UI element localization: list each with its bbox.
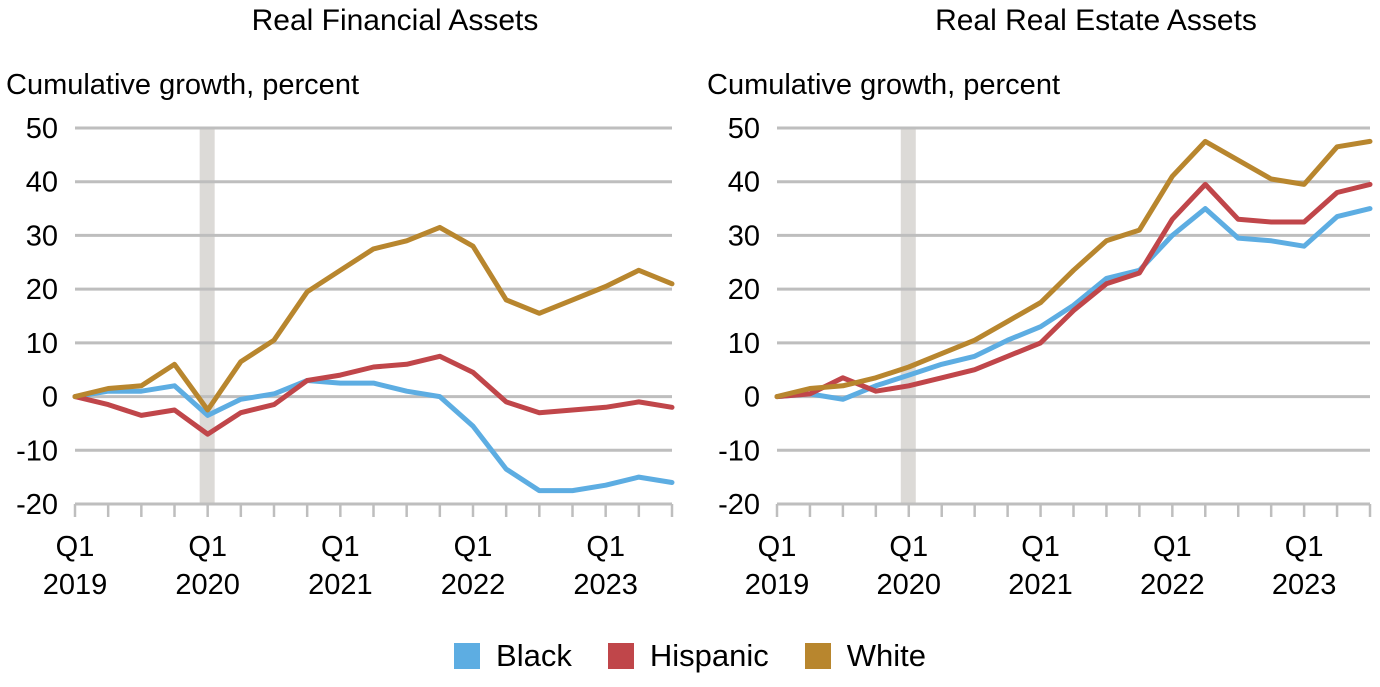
y-tick-label: 40 — [26, 167, 58, 199]
x-tick-label-year: 2022 — [441, 569, 506, 601]
series-line-hispanic — [72, 353, 675, 437]
y-tick-label: 50 — [26, 113, 58, 145]
x-tick-label-quarter: Q1 — [321, 531, 360, 563]
x-tick-label-year: 2020 — [877, 569, 942, 601]
y-tick-label: -10 — [16, 435, 58, 467]
y-tick-label: -20 — [16, 489, 58, 521]
series-line-black — [72, 378, 675, 494]
x-tick-label-year: 2021 — [308, 569, 373, 601]
recession-shading — [900, 128, 916, 504]
y-axis-label: Cumulative growth, percent — [6, 69, 359, 101]
legend-swatch-white — [804, 643, 831, 669]
chart-title: Real Financial Assets — [252, 4, 539, 37]
legend-label-black: Black — [496, 638, 572, 673]
financial-assets-chart: Real Financial Assets Cumulative growth, … — [6, 4, 675, 601]
y-tick-label: 20 — [728, 274, 760, 306]
y-tick-label: 0 — [42, 382, 58, 414]
x-tick-label-year: 2020 — [175, 569, 240, 601]
legend-item-black: Black — [454, 638, 572, 674]
x-tick-label-year: 2022 — [1140, 569, 1205, 601]
legend-swatch-hispanic — [607, 643, 634, 669]
x-tick-label-quarter: Q1 — [1021, 531, 1060, 563]
y-tick-label: 30 — [26, 220, 58, 252]
x-tick-label-quarter: Q1 — [889, 531, 928, 563]
y-tick-label: 10 — [26, 328, 58, 360]
legend-item-white: White — [804, 638, 926, 674]
real-estate-assets-chart: Real Real Estate Assets Cumulative growth… — [707, 4, 1373, 601]
recession-shading — [199, 128, 215, 504]
legend-item-hispanic: Hispanic — [607, 638, 769, 674]
legend-label-white: White — [846, 638, 926, 673]
x-tick-label-quarter: Q1 — [1285, 531, 1324, 563]
x-tick-label-quarter: Q1 — [188, 531, 227, 563]
x-tick-label-year: 2019 — [43, 569, 108, 601]
series-line-black — [774, 206, 1373, 402]
y-tick-label: 40 — [728, 167, 760, 199]
x-tick-label-year: 2019 — [745, 569, 810, 601]
y-tick-label: -10 — [718, 435, 760, 467]
x-tick-label-quarter: Q1 — [1153, 531, 1192, 563]
x-tick-label-quarter: Q1 — [56, 531, 95, 563]
y-tick-label: 30 — [728, 220, 760, 252]
x-tick-label-year: 2023 — [1272, 569, 1337, 601]
chart-title: Real Real Estate Assets — [935, 4, 1257, 37]
y-axis-label: Cumulative growth, percent — [707, 69, 1060, 101]
y-tick-label: 0 — [744, 382, 760, 414]
series-line-white — [72, 224, 675, 413]
y-tick-label: 50 — [728, 113, 760, 145]
x-tick-label-year: 2023 — [573, 569, 638, 601]
legend: Black Hispanic White — [0, 638, 1380, 674]
legend-label-hispanic: Hispanic — [649, 638, 769, 673]
y-tick-label: 10 — [728, 328, 760, 360]
x-tick-label-quarter: Q1 — [454, 531, 493, 563]
x-tick-label-quarter: Q1 — [586, 531, 625, 563]
series-line-hispanic — [774, 181, 1373, 400]
x-tick-label-year: 2021 — [1008, 569, 1073, 601]
x-tick-label-quarter: Q1 — [758, 531, 797, 563]
legend-swatch-black — [454, 643, 481, 669]
y-tick-label: -20 — [718, 489, 760, 521]
series-line-white — [774, 138, 1373, 400]
y-tick-label: 20 — [26, 274, 58, 306]
